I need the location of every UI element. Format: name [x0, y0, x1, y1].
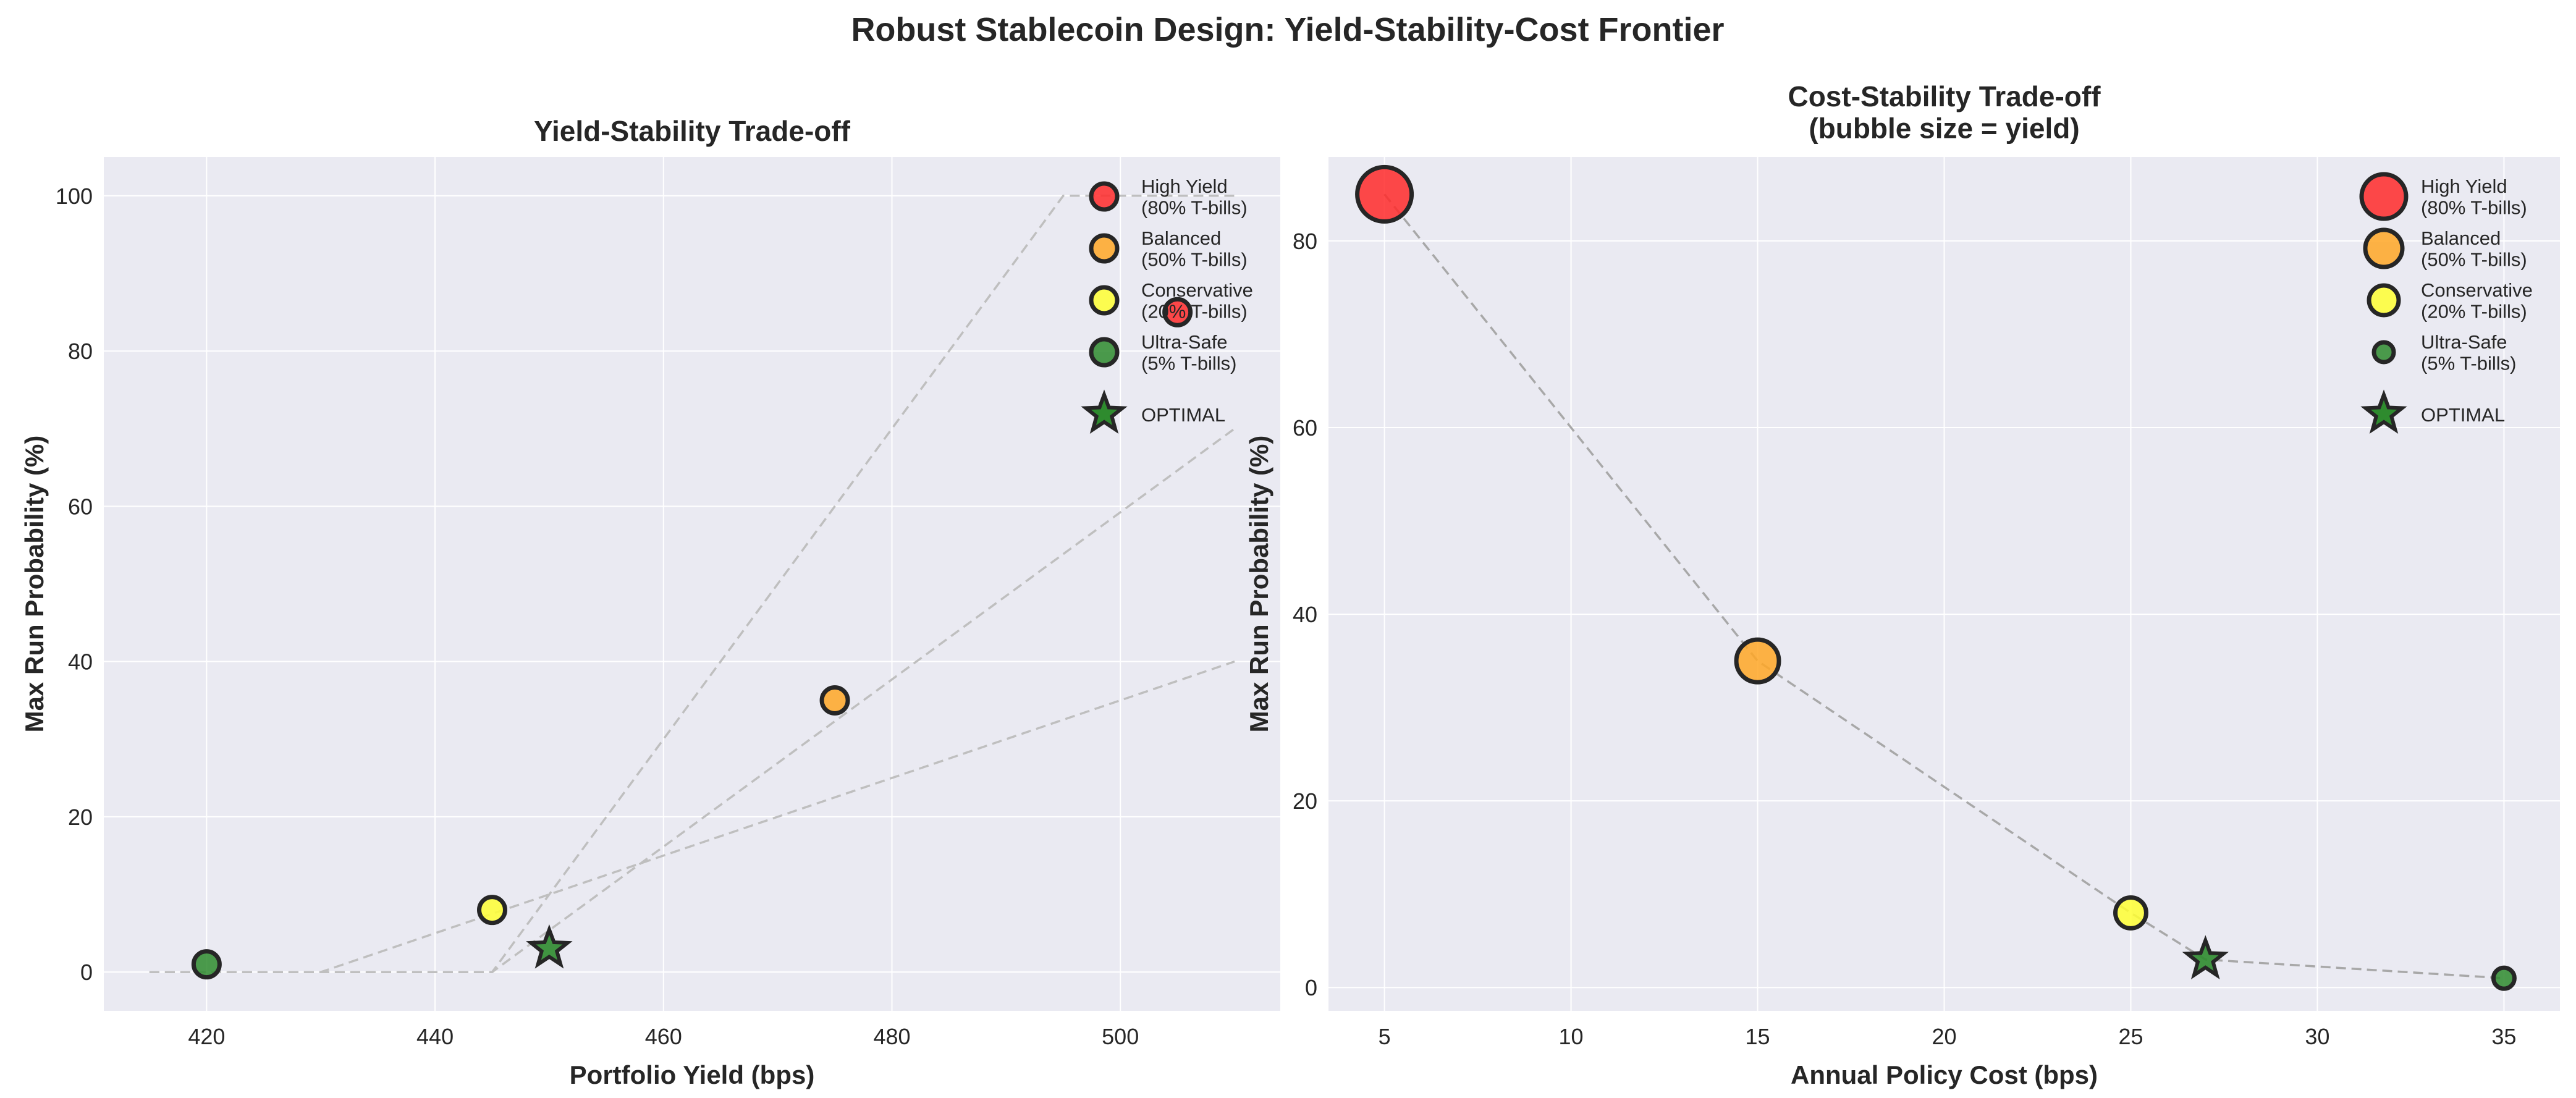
- data-point-circle: [2491, 965, 2517, 991]
- x-tick-label: 5: [1379, 1024, 1391, 1049]
- panel-title: Yield-Stability Trade-off: [534, 115, 851, 147]
- legend-label: High Yield (80% T-bills): [1141, 175, 1248, 219]
- data-point-circle: [2113, 895, 2148, 931]
- legend-label: OPTIMAL: [2421, 404, 2505, 426]
- x-tick-label: 480: [873, 1024, 910, 1049]
- data-point-optimal-star: [526, 924, 573, 969]
- x-tick-label: 500: [1102, 1024, 1139, 1049]
- x-tick-label: 35: [2491, 1024, 2516, 1049]
- x-tick-label: 30: [2305, 1024, 2329, 1049]
- panel-title: Cost-Stability Trade-off (bubble size = y…: [1788, 80, 2101, 145]
- y-tick-label: 20: [1293, 788, 1317, 814]
- y-axis-label: Max Run Probability (%): [20, 436, 49, 733]
- legend-label: Balanced (50% T-bills): [2421, 227, 2527, 271]
- data-point-circle: [1734, 637, 1781, 685]
- x-tick-label: 10: [1559, 1024, 1584, 1049]
- x-tick-label: 20: [1932, 1024, 1956, 1049]
- x-axis-label: Portfolio Yield (bps): [570, 1060, 815, 1089]
- x-tick-label: 460: [645, 1024, 682, 1049]
- legend-marker: [2359, 172, 2409, 221]
- chart-panel-1: 420 440 460 480 500 0 20 40 60 80 100 Yield-Stabili…: [20, 115, 1280, 1089]
- plot-area: [104, 157, 1280, 1011]
- legend-label: Ultra-Safe (5% T-bills): [1141, 331, 1236, 374]
- x-axis-label: Annual Policy Cost (bps): [1791, 1060, 2098, 1089]
- y-tick-label: 40: [68, 649, 93, 675]
- y-tick-label: 60: [1293, 415, 1317, 441]
- data-point-circle: [191, 949, 222, 980]
- data-point-circle: [1355, 164, 1414, 224]
- legend-label: High Yield (80% T-bills): [2421, 175, 2527, 219]
- x-tick-label: 440: [416, 1024, 454, 1049]
- x-tick-label: 420: [188, 1024, 225, 1049]
- y-tick-label: 100: [56, 184, 93, 209]
- legend-marker: [2363, 227, 2405, 269]
- figure-suptitle: Robust Stablecoin Design: Yield-Stabilit…: [851, 11, 1724, 48]
- y-tick-label: 80: [68, 339, 93, 364]
- y-axis-label: Max Run Probability (%): [1244, 436, 1273, 733]
- data-point-circle: [477, 895, 508, 926]
- data-point-circle: [1162, 297, 1193, 327]
- legend-marker-star: [1081, 389, 1128, 434]
- data-point-optimal-star: [2182, 935, 2229, 979]
- legend-marker: [1089, 285, 1120, 316]
- y-tick-label: 20: [68, 804, 93, 830]
- legend-label: OPTIMAL: [1141, 404, 1225, 426]
- legend-label: Conservative (20% T-bills): [2421, 279, 2533, 323]
- y-tick-label: 40: [1293, 602, 1317, 627]
- x-tick-label: 25: [2118, 1024, 2143, 1049]
- legend-marker: [2371, 340, 2396, 365]
- x-tick-label: 15: [1746, 1024, 1770, 1049]
- legend-marker-star: [2360, 389, 2407, 434]
- legend-label: Balanced (50% T-bills): [1141, 227, 1248, 271]
- y-tick-label: 0: [80, 960, 93, 985]
- y-tick-label: 0: [1305, 975, 1317, 1000]
- y-tick-label: 60: [68, 494, 93, 519]
- legend-label: Ultra-Safe (5% T-bills): [2421, 331, 2516, 374]
- legend-marker: [1089, 181, 1120, 212]
- y-tick-label: 80: [1293, 229, 1317, 254]
- chart-panel-2: 5 10 15 20 25 30 35 0 20 40 60 80 Cost-Stability Tra…: [1244, 80, 2560, 1089]
- data-point-circle: [819, 685, 850, 716]
- legend-marker: [2367, 283, 2401, 318]
- legend-marker: [1089, 233, 1120, 264]
- legend-label: Conservative (20% T-bills): [1141, 279, 1253, 323]
- legend-marker: [1089, 337, 1120, 368]
- reference-curve: [149, 428, 1236, 973]
